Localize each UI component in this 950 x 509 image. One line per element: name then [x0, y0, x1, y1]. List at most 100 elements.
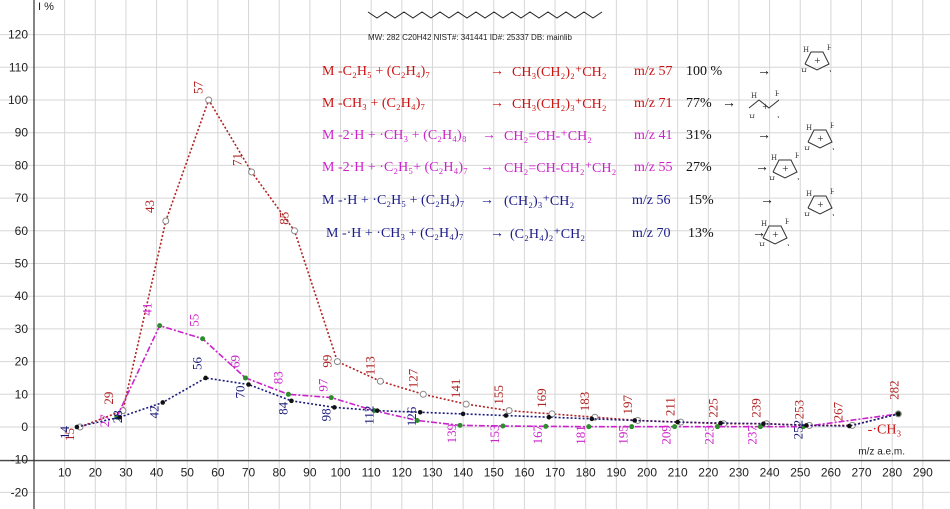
series-line-1 [116, 324, 899, 428]
data-point [291, 227, 299, 235]
reaction-arrow: → [480, 193, 494, 208]
x-tick-label: 230 [729, 466, 749, 480]
data-label: 197 [620, 394, 635, 414]
data-label: 84 [275, 401, 290, 415]
x-tick-label: 220 [698, 466, 718, 480]
y-tick-label: 60 [15, 224, 29, 238]
svg-text:+: + [814, 56, 821, 65]
svg-text:H: H [804, 146, 810, 150]
svg-text:H: H [797, 178, 799, 180]
x-tick-label: 20 [89, 466, 103, 480]
data-label: 14 [57, 426, 72, 440]
data-label: 41 [140, 303, 155, 316]
data-point [714, 424, 720, 430]
reaction-ion-arrow: → [760, 193, 774, 208]
data-point [333, 358, 341, 366]
data-label: 139 [444, 424, 459, 444]
ion-structure-icon: H H H H + [759, 218, 789, 246]
data-label: 57 [191, 81, 206, 95]
svg-text:H: H [832, 214, 834, 216]
data-label: 253 [791, 400, 806, 420]
y-tick-label: 0 [21, 420, 28, 434]
reaction-lhs: M -·H + ·CH₃ + (C₂H₄)₇ [326, 226, 464, 241]
data-label: 211 [663, 397, 678, 416]
data-point [417, 409, 423, 415]
svg-text:H: H [759, 242, 765, 246]
data-point [246, 382, 251, 387]
y-axis-label: I % [38, 1, 54, 13]
svg-text:H: H [795, 152, 799, 160]
data-point [462, 400, 470, 408]
x-tick-label: 280 [882, 466, 902, 480]
x-tick-label: 30 [119, 466, 133, 480]
ion-structure-icon: H H H H + [769, 152, 799, 180]
data-label: 153 [487, 425, 502, 445]
data-label: 181 [573, 425, 588, 445]
data-label: 113 [362, 356, 377, 375]
data-point [285, 391, 291, 397]
x-tick-label: 120 [392, 466, 412, 480]
svg-text:H: H [751, 92, 757, 100]
y-tick-label: 90 [15, 126, 29, 140]
reaction-lhs: M -2·H + ·CH₃ + (C₂H₄)₈ [322, 128, 467, 143]
data-point [289, 398, 294, 404]
data-label: 237 [744, 425, 759, 445]
reaction-lhs: M -C₂H₅ + (C₂H₄)₇ [322, 64, 431, 79]
x-tick-label: 190 [606, 466, 626, 480]
x-tick-label: 240 [760, 466, 780, 480]
svg-text:H: H [827, 44, 831, 52]
svg-text:H: H [806, 190, 812, 198]
svg-text:H: H [830, 122, 834, 130]
x-tick-label: 80 [273, 466, 287, 480]
data-point [242, 375, 248, 381]
data-point [205, 96, 213, 104]
y-tick-label: 20 [15, 355, 29, 369]
reaction-mz: m/z 55 [634, 160, 673, 175]
data-point [675, 419, 680, 425]
svg-text:H: H [761, 220, 767, 228]
data-point [117, 414, 123, 420]
svg-text:H: H [775, 90, 779, 98]
data-point [74, 424, 80, 430]
data-label: 183 [577, 392, 592, 412]
reaction-product: (CH₂)₃⁺CH₂ [504, 194, 575, 209]
data-point [328, 395, 334, 401]
data-point [896, 411, 901, 417]
y-tick-label: -20 [11, 485, 29, 499]
x-tick-label: 210 [668, 466, 688, 480]
data-point [846, 423, 852, 429]
data-point [160, 400, 166, 405]
data-point [505, 407, 513, 415]
svg-text:H: H [777, 116, 779, 118]
methyl-loss-annotation: -·CH₃ [868, 423, 902, 438]
svg-text:H: H [832, 148, 834, 150]
data-point [586, 424, 592, 430]
x-tick-label: 10 [58, 466, 72, 480]
x-tick-label: 50 [181, 466, 195, 480]
reaction-arrow: → [490, 64, 504, 79]
ion-structure-icon: H H H H + [748, 90, 779, 118]
data-point [718, 420, 723, 426]
ion-structure-icon: H H H H + [801, 44, 831, 72]
data-point [419, 390, 427, 398]
reaction-pct: 100 % [686, 64, 723, 79]
x-tick-label: 130 [422, 466, 442, 480]
reaction-pct: 15% [688, 193, 714, 208]
data-point [460, 411, 466, 417]
data-point [457, 422, 463, 428]
data-label: 29 [101, 392, 116, 405]
reaction-arrow: → [490, 96, 504, 111]
reaction-pct: 27% [686, 160, 712, 175]
reaction-mz: m/z 71 [634, 96, 673, 111]
y-tick-label: 40 [15, 289, 29, 303]
data-point [500, 423, 506, 429]
svg-text:H: H [749, 114, 755, 118]
data-label: 252 [790, 420, 805, 440]
compound-meta: MW: 282 C20H42 NIST#: 341441 ID#: 25337 … [368, 33, 572, 42]
data-label: 83 [270, 371, 285, 384]
data-point [632, 418, 638, 423]
data-point [374, 408, 380, 413]
reaction-ion-arrow: → [752, 226, 766, 241]
data-point [672, 424, 678, 430]
